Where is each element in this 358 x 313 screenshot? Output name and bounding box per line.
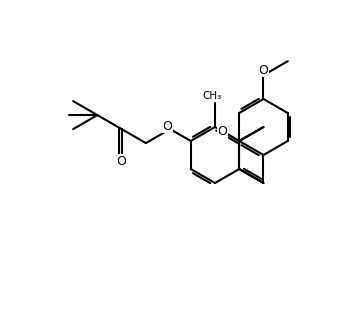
Text: O: O (258, 64, 268, 77)
Text: O: O (117, 155, 127, 168)
Text: O: O (218, 125, 227, 138)
Text: O: O (162, 120, 172, 133)
Text: CH₃: CH₃ (202, 91, 222, 101)
